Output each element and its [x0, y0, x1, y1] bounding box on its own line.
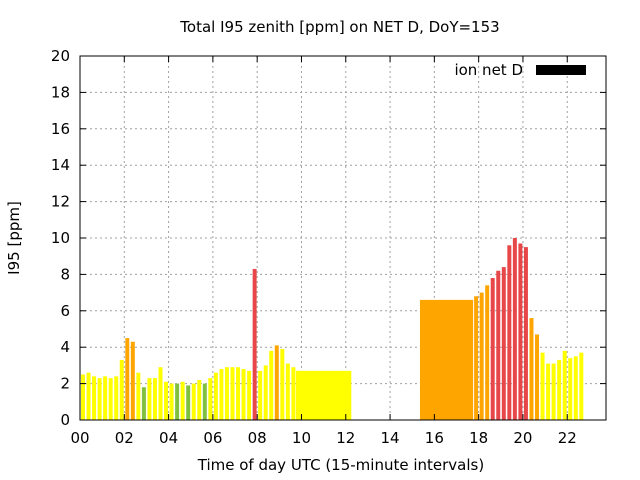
data-bar: [158, 367, 163, 420]
data-bar: [507, 245, 512, 420]
data-bar: [523, 247, 528, 420]
data-bar: [230, 367, 235, 420]
data-bar: [535, 334, 540, 420]
data-bar: [103, 376, 108, 420]
x-tick-label: 06: [203, 429, 222, 447]
y-tick-label: 6: [60, 302, 70, 320]
x-tick-label: 20: [513, 429, 532, 447]
data-bar: [291, 367, 296, 420]
data-bar: [258, 370, 263, 420]
chart-title: Total I95 zenith [ppm] on NET D, DoY=153: [179, 18, 499, 36]
data-bar: [141, 387, 146, 420]
x-tick-label: 14: [381, 429, 400, 447]
grid: [80, 56, 606, 420]
data-bar: [180, 381, 185, 420]
x-tick-label: 04: [159, 429, 178, 447]
data-bar: [152, 378, 157, 420]
data-bar: [108, 378, 113, 420]
y-tick-label: 18: [51, 83, 70, 101]
data-bar: [474, 296, 479, 420]
data-bar: [236, 367, 241, 420]
data-bar: [114, 376, 119, 420]
data-bar: [529, 318, 534, 420]
data-bar: [147, 378, 152, 420]
data-bar: [202, 383, 207, 420]
x-tick-label: 02: [115, 429, 134, 447]
data-bar: [490, 278, 495, 420]
data-bar: [568, 358, 573, 420]
data-bar: [86, 372, 91, 420]
data-bar: [213, 372, 218, 420]
data-bar: [263, 365, 268, 420]
data-bar: [479, 292, 484, 420]
x-tick-label: 16: [425, 429, 444, 447]
data-bar: [247, 370, 252, 420]
data-bar: [546, 363, 551, 420]
y-tick-label: 12: [51, 193, 70, 211]
data-bar: [512, 238, 517, 420]
y-tick-label: 16: [51, 120, 70, 138]
data-bar: [562, 350, 567, 420]
bars: [81, 238, 584, 420]
data-bar: [518, 243, 523, 420]
legend-swatch: [536, 65, 586, 75]
data-bar: [551, 363, 556, 420]
x-tick-label: 08: [248, 429, 267, 447]
data-bar: [136, 372, 141, 420]
data-bar: [557, 359, 562, 420]
data-bar: [274, 345, 279, 420]
data-bar: [540, 352, 545, 420]
y-tick-label: 14: [51, 156, 70, 174]
y-tick-label: 4: [60, 338, 70, 356]
data-bar: [208, 378, 213, 420]
data-bar: [125, 338, 130, 420]
x-tick-label: 10: [292, 429, 311, 447]
data-bar: [501, 267, 506, 420]
x-tick-label: 12: [336, 429, 355, 447]
data-bar: [186, 385, 191, 420]
data-bar: [241, 369, 246, 420]
data-block: [419, 299, 474, 420]
x-axis-label: Time of day UTC (15-minute intervals): [197, 456, 484, 474]
data-bar: [296, 370, 301, 420]
data-block: [295, 370, 352, 420]
data-bar: [285, 363, 290, 420]
y-tick-label: 2: [60, 375, 70, 393]
y-tick-label: 10: [51, 229, 70, 247]
data-bar: [119, 359, 124, 420]
x-tick-label: 18: [469, 429, 488, 447]
data-bar: [269, 350, 274, 420]
data-bar: [164, 381, 169, 420]
data-bar: [197, 379, 202, 420]
data-bar: [252, 268, 257, 420]
data-bar: [280, 349, 285, 420]
data-bar: [219, 369, 224, 420]
data-bar: [130, 341, 135, 420]
legend-label: ion net D: [454, 61, 523, 79]
data-bar: [191, 383, 196, 420]
data-bar: [92, 376, 97, 420]
y-tick-label: 8: [60, 265, 70, 283]
data-bar: [485, 285, 490, 420]
legend: ion net D: [454, 61, 586, 79]
data-bar: [169, 383, 174, 420]
data-bar: [175, 383, 180, 420]
y-tick-label: 20: [51, 47, 70, 65]
y-tick-label: 0: [60, 411, 70, 429]
data-bar: [224, 367, 229, 420]
data-bar: [496, 270, 501, 420]
data-bar: [579, 352, 584, 420]
x-tick-label: 00: [70, 429, 89, 447]
x-tick-label: 22: [558, 429, 577, 447]
data-bar: [97, 378, 102, 420]
y-axis-label: I95 [ppm]: [5, 201, 23, 275]
data-bar: [81, 374, 85, 420]
data-bar: [573, 356, 578, 420]
